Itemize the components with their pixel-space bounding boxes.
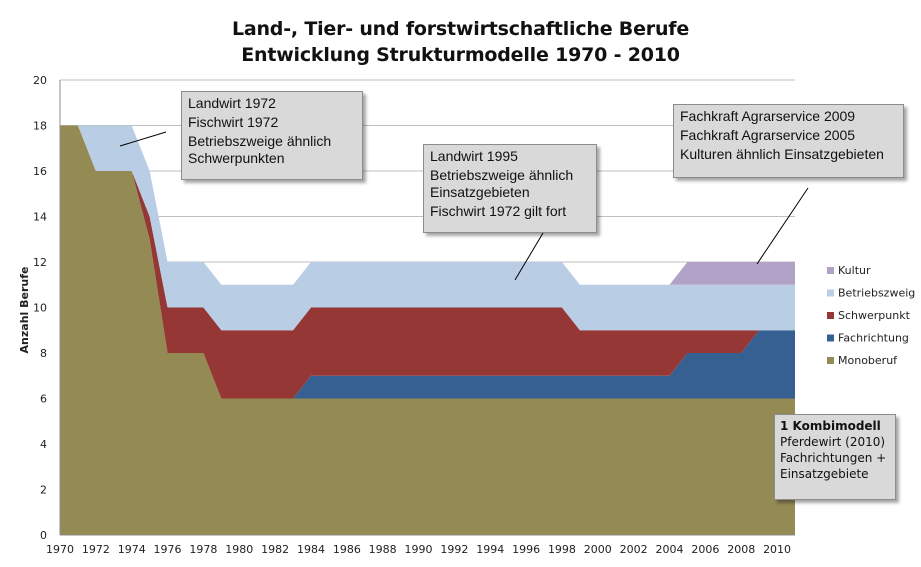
annotation-line: Betriebszweige ähnlich	[430, 167, 574, 183]
y-tick-label: 0	[40, 529, 47, 542]
x-tick-label: 1992	[440, 543, 468, 556]
legend-label: Kultur	[838, 264, 871, 277]
x-tick-label: 1990	[405, 543, 433, 556]
annotation-heading: 1 Kombimodell	[780, 419, 881, 433]
area-series-betriebszweig	[60, 125, 795, 331]
x-tick-label: 1994	[476, 543, 504, 556]
y-tick-label: 16	[33, 165, 47, 178]
annotation-line: Einsatzgebiete	[780, 467, 869, 481]
y-tick-label: 8	[40, 347, 47, 360]
y-tick-label: 14	[33, 211, 47, 224]
y-axis-title: Anzahl Berufe	[18, 267, 31, 354]
x-tick-label: 1988	[369, 543, 397, 556]
x-tick-label: 1998	[548, 543, 576, 556]
x-tick-label: 1984	[297, 543, 325, 556]
x-tick-label: 2010	[763, 543, 791, 556]
annotation-line: Fachkraft Agrarservice 2009	[680, 108, 856, 124]
annotation-line: Schwerpunkten	[188, 150, 285, 166]
legend-label: Schwerpunkt	[838, 309, 911, 322]
x-tick-label: 2004	[656, 543, 684, 556]
annotation-line: Fischwirt 1972	[188, 114, 279, 130]
y-tick-label: 10	[33, 302, 47, 315]
legend-swatch	[827, 357, 834, 364]
legend-swatch	[827, 267, 834, 274]
legend-label: Betriebszweig	[838, 287, 915, 300]
legend-swatch	[827, 334, 834, 342]
callout-leader-line	[514, 232, 544, 281]
area-series-monoberuf	[60, 125, 795, 535]
x-tick-label: 1970	[46, 543, 74, 556]
callout-leader-line	[119, 131, 167, 147]
x-tick-label: 2008	[727, 543, 755, 556]
x-tick-label: 1974	[118, 543, 146, 556]
y-tick-label: 12	[33, 256, 47, 269]
legend-label: Monoberuf	[838, 354, 898, 367]
y-tick-label: 2	[40, 484, 47, 497]
annotation-line: Betriebszweige ähnlich	[188, 133, 332, 149]
y-tick-label: 18	[33, 120, 47, 133]
annotation-fachkraft-agrarservice: Fachkraft Agrarservice 2009 Fachkraft Ag…	[673, 104, 904, 178]
x-tick-label: 1982	[261, 543, 289, 556]
y-tick-label: 4	[40, 438, 47, 451]
annotation-line: Fachkraft Agrarservice 2005	[680, 127, 856, 143]
x-tick-label: 1972	[82, 543, 110, 556]
x-tick-label: 1980	[225, 543, 253, 556]
x-tick-label: 2000	[584, 543, 612, 556]
annotation-landwirt-1995: Landwirt 1995 Betriebszweige ähnlich Ein…	[423, 144, 597, 233]
annotation-landwirt-1972: Landwirt 1972 Fischwirt 1972 Betriebszwe…	[181, 91, 363, 180]
legend-swatch	[827, 289, 834, 297]
x-tick-label: 2006	[691, 543, 719, 556]
x-tick-label: 1996	[512, 543, 540, 556]
annotation-kombimodell: 1 Kombimodell Pferdewirt (2010) Fachrich…	[774, 414, 896, 500]
annotation-line: Kulturen ähnlich Einsatzgebieten	[680, 146, 884, 162]
annotation-line: Fischwirt 1972 gilt fort	[430, 203, 567, 219]
annotation-line: Pferdewirt (2010)	[780, 435, 886, 449]
y-tick-label: 20	[33, 74, 47, 87]
callout-leader-line	[756, 187, 809, 265]
legend-swatch	[827, 312, 834, 319]
annotation-line: Fachrichtungen +	[780, 451, 887, 465]
annotation-line: Landwirt 1972	[188, 95, 276, 111]
x-tick-label: 1976	[154, 543, 182, 556]
area-series-fachrichtung	[60, 125, 795, 399]
area-series-kultur	[60, 125, 795, 285]
legend-label: Fachrichtung	[838, 332, 909, 345]
x-tick-label: 1978	[189, 543, 217, 556]
chart-subtitle: Entwicklung Strukturmodelle 1970 - 2010	[241, 44, 680, 66]
annotation-line: Landwirt 1995	[430, 148, 518, 164]
y-tick-label: 6	[40, 393, 47, 406]
x-tick-label: 1986	[333, 543, 361, 556]
annotation-line: Einsatzgebieten	[430, 184, 530, 200]
x-tick-label: 2002	[620, 543, 648, 556]
chart-title: Land-, Tier- und forstwirtschaftliche Be…	[231, 18, 690, 40]
